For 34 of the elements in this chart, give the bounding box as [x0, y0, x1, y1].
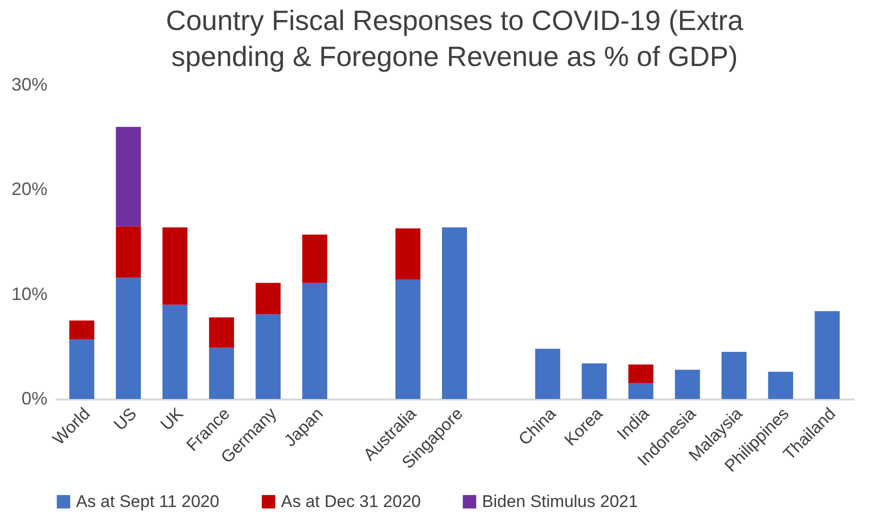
bar — [209, 317, 234, 348]
bar — [116, 278, 141, 399]
bar — [722, 352, 747, 399]
bar — [162, 227, 188, 305]
bar — [302, 234, 328, 283]
bar — [814, 311, 840, 399]
x-tick-label: US — [110, 404, 140, 434]
bar — [116, 226, 141, 278]
bar — [209, 348, 234, 399]
bar — [302, 282, 328, 399]
x-tick-label: UK — [156, 404, 188, 434]
legend-label: As at Sept 11 2020 — [76, 492, 220, 511]
y-tick-label: 10% — [11, 284, 48, 304]
bar — [395, 228, 420, 280]
y-tick-label: 0% — [21, 388, 48, 408]
bar — [768, 372, 794, 399]
bar — [674, 370, 700, 399]
bar — [69, 339, 94, 399]
y-tick-label: 20% — [11, 179, 48, 200]
y-tick-label: 30% — [11, 74, 48, 94]
bar — [582, 363, 607, 399]
bar — [442, 227, 467, 399]
bar — [116, 126, 141, 226]
bar — [256, 314, 281, 399]
bar — [162, 304, 188, 399]
bar — [256, 282, 281, 314]
bar — [628, 364, 654, 384]
bar — [628, 383, 654, 399]
bar — [395, 280, 420, 399]
chart-title: Country Fiscal Responses to COVID-19 (Extra spending & Foregone Revenue as % of GDP) — [166, 5, 744, 72]
bar — [69, 320, 94, 340]
legend-label: Biden Stimulus 2021 — [482, 492, 638, 511]
legend-label: As at Dec 31 2020 — [281, 492, 421, 511]
bar — [535, 348, 560, 399]
